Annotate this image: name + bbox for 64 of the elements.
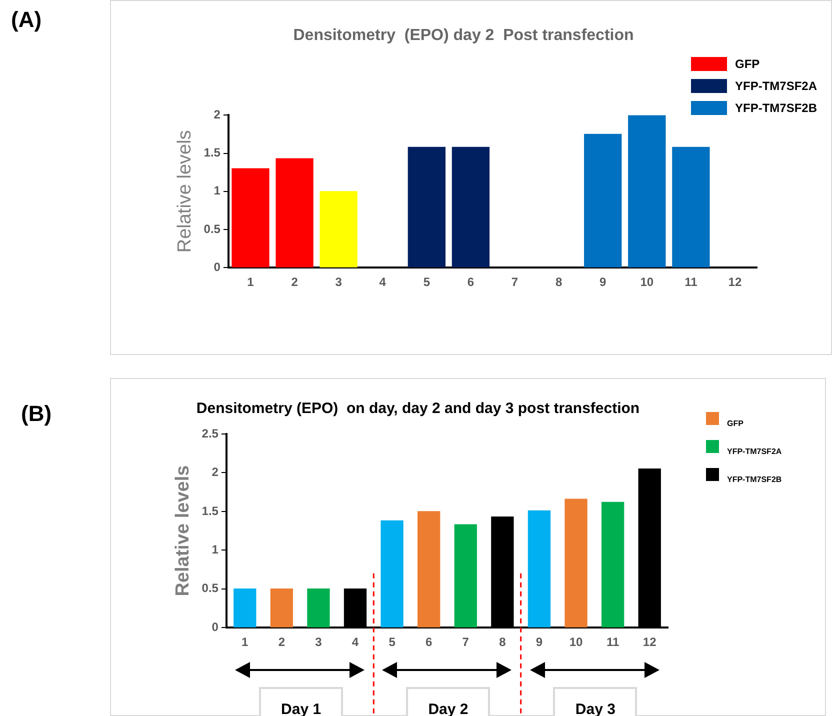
x-tick-label: 6: [426, 635, 432, 650]
x-tick-label: 2: [278, 635, 286, 650]
bar: [528, 510, 551, 628]
y-tick-label: 2.5: [202, 426, 219, 440]
x-tick-label: 11: [684, 275, 698, 290]
x-tick-label: 8: [499, 635, 506, 650]
x-tick-label: 8: [555, 275, 562, 290]
x-tick-label: 3: [315, 635, 322, 650]
x-tick-label: 10: [640, 275, 654, 290]
x-tick-label: 4: [379, 275, 386, 290]
x-tick-label: 12: [642, 635, 657, 650]
x-tick-label: 12: [728, 275, 742, 290]
bar: [270, 588, 293, 628]
chart-title: Densitometry (EPO) on day, day 2 and day 3 post transfection: [196, 400, 640, 418]
x-tick-label: 9: [600, 275, 607, 290]
x-tick-label: 9: [536, 635, 543, 650]
y-tick-label: 0: [214, 260, 221, 274]
x-tick-label: 10: [569, 635, 584, 650]
y-tick-label: 0.5: [202, 581, 219, 596]
bar: [232, 168, 270, 268]
x-tick-label: 5: [388, 635, 396, 650]
y-tick-label: 0.5: [204, 222, 221, 236]
legend-label: YFP-TM7SF2A: [735, 79, 818, 93]
y-tick-label: 2: [212, 465, 219, 480]
bar: [418, 511, 440, 628]
x-tick-label: 1: [247, 275, 254, 290]
y-axis-title: Relative levels: [172, 465, 194, 596]
y-tick-label: 1: [214, 184, 221, 198]
x-tick-label: 4: [352, 635, 359, 650]
bar: [628, 115, 666, 268]
text: (A): [11, 7, 42, 33]
x-tick-label: 3: [335, 275, 342, 290]
x-tick-label: 2: [291, 275, 298, 290]
bar: [276, 158, 314, 268]
y-tick-label: 1: [212, 542, 219, 556]
y-tick-label: 0: [212, 620, 219, 634]
x-tick-label: 7: [462, 635, 470, 650]
bar: [584, 134, 622, 268]
y-axis-title: Relative levels: [174, 130, 196, 253]
bar: [564, 498, 588, 628]
x-tick-label: 6: [467, 275, 474, 290]
bar: [234, 588, 256, 628]
x-tick-label: 11: [606, 635, 620, 650]
text: (B): [21, 401, 52, 427]
bar: [380, 520, 404, 628]
bar: [320, 191, 358, 268]
y-tick-label: 1.5: [202, 504, 219, 518]
chart-title: Densitometry (EPO) day 2 Post transfection: [293, 27, 634, 44]
bar: [601, 502, 624, 628]
bar: [672, 146, 710, 268]
x-tick-label: 1: [242, 635, 249, 650]
legend-label: GFP: [735, 57, 760, 71]
bar: [452, 146, 490, 268]
x-tick-label: 5: [423, 275, 430, 290]
bar: [408, 146, 446, 268]
x-tick-label: 7: [511, 275, 518, 290]
legend-label: YFP-TM7SF2B: [735, 101, 818, 115]
y-tick-label: 2: [214, 108, 221, 122]
legend-label: YFP-TM7SF2B: [727, 474, 782, 484]
y-tick-label: 1.5: [204, 146, 221, 160]
bar: [307, 588, 330, 628]
bar: [454, 524, 477, 628]
legend-label: GFP: [727, 418, 744, 428]
legend-label: YFP-TM7SF2A: [727, 446, 782, 456]
